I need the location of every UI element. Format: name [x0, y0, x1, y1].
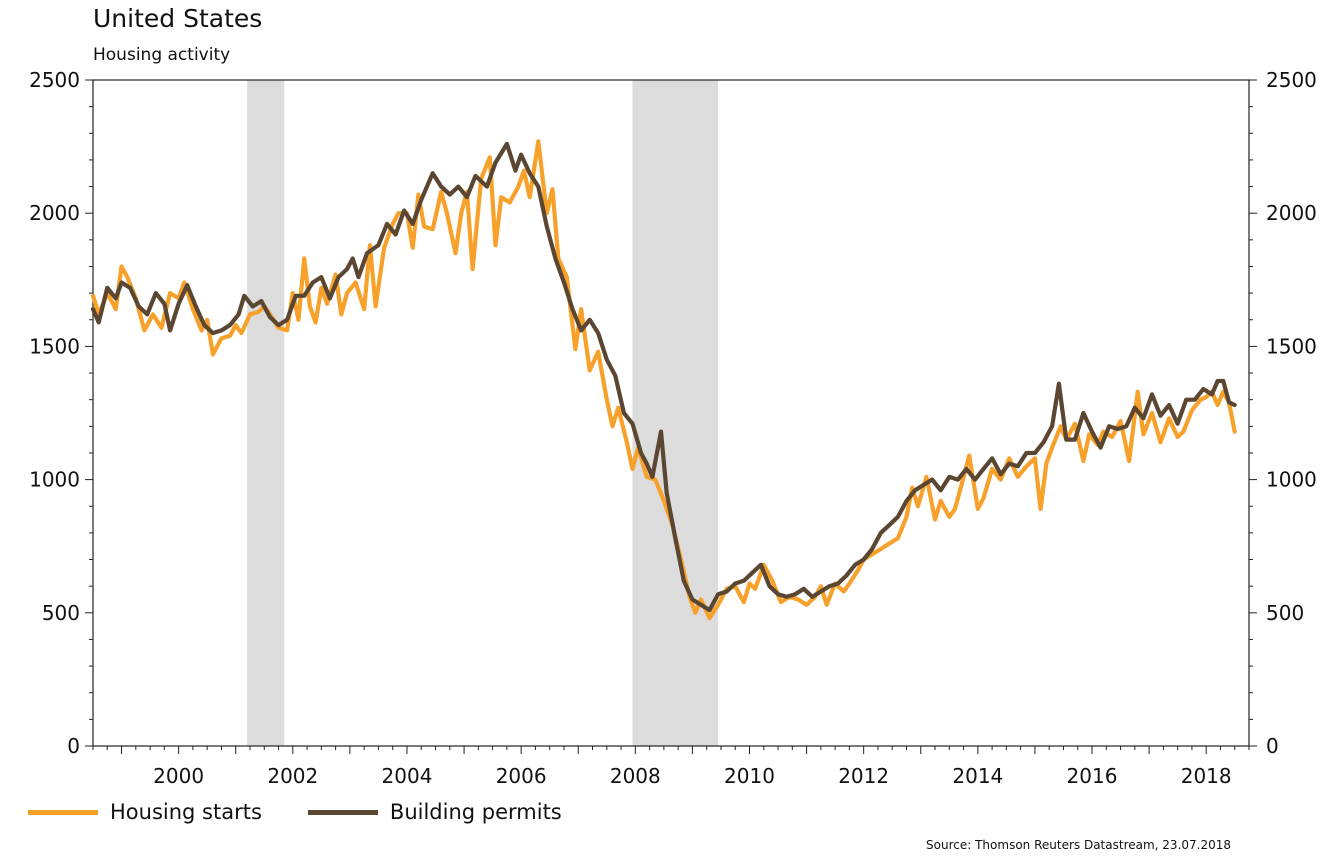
- x-tick-label: 2006: [496, 764, 547, 788]
- x-tick-label: 2016: [1067, 764, 1118, 788]
- axis-ticks: 0 0 500 500 1000 1000 1500 1500 2000 2000 2500 2500…: [29, 68, 1317, 788]
- x-tick-label: 2010: [724, 764, 775, 788]
- y-tick-label-left: 2000: [29, 201, 80, 225]
- legend-item-housing-starts: Housing starts: [28, 800, 262, 824]
- y-tick-label-right: 2000: [1266, 201, 1317, 225]
- y-tick-label-right: 500: [1266, 601, 1304, 625]
- housing-starts-line: [90, 139, 1237, 621]
- x-tick-label: 2012: [838, 764, 889, 788]
- recession-bands: [247, 80, 719, 746]
- plot-frame: [92, 79, 1250, 747]
- y-tick-label-right: 1000: [1266, 468, 1317, 492]
- y-tick-label-left: 1000: [29, 468, 80, 492]
- x-tick-label: 2000: [153, 764, 204, 788]
- legend-swatch-building-permits: [307, 809, 378, 815]
- x-tick-label: 2002: [267, 764, 318, 788]
- chart-subtitle: Housing activity: [93, 45, 231, 65]
- legend: Housing starts Building permits: [28, 800, 608, 824]
- legend-label-housing-starts: Housing starts: [110, 800, 262, 824]
- x-tick-label: 2004: [382, 764, 433, 788]
- legend-label-building-permits: Building permits: [389, 800, 562, 824]
- source-note: Source: Thomson Reuters Datastream, 23.0…: [926, 838, 1231, 852]
- series-lines: [90, 139, 1237, 621]
- x-tick-label: 2014: [952, 764, 1003, 788]
- recession-band-0: [247, 80, 285, 746]
- x-tick-label: 2018: [1181, 764, 1232, 788]
- y-tick-label-left: 500: [42, 601, 80, 625]
- y-tick-label-right: 2500: [1266, 68, 1317, 92]
- legend-swatch-housing-starts: [28, 809, 98, 815]
- line-chart: 0 0 500 500 1000 1000 1500 1500 2000 2000 2500 2500…: [29, 68, 1317, 788]
- y-tick-label-left: 0: [67, 734, 80, 758]
- y-tick-label-left: 1500: [29, 334, 80, 358]
- legend-item-building-permits: Building permits: [307, 800, 562, 824]
- y-tick-label-right: 0: [1266, 734, 1279, 758]
- y-tick-label-left: 2500: [29, 68, 80, 92]
- x-tick-label: 2008: [610, 764, 661, 788]
- recession-band-1: [632, 80, 719, 746]
- chart-title: United States: [93, 4, 263, 33]
- y-tick-label-right: 1500: [1266, 334, 1317, 358]
- building-permits-line: [90, 141, 1237, 613]
